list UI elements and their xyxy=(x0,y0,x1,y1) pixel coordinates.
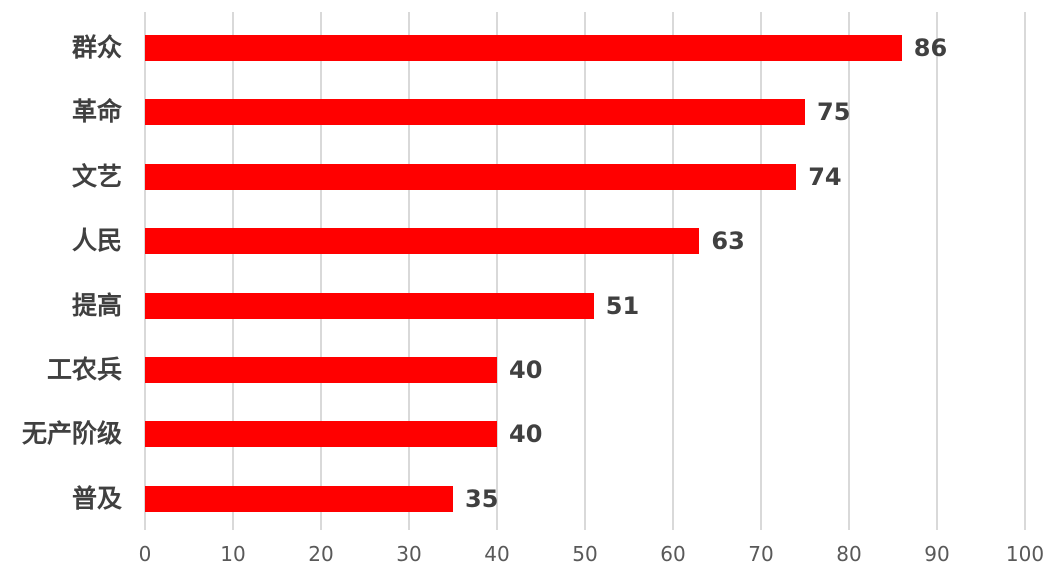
gridline-x-80 xyxy=(848,12,850,530)
bar-value-label: 40 xyxy=(509,420,543,449)
x-tick-label: 20 xyxy=(308,542,334,566)
bar-value-label: 86 xyxy=(913,34,948,62)
bar-3 xyxy=(145,228,700,255)
bar-4 xyxy=(145,292,594,319)
bar-6 xyxy=(145,421,497,448)
category-label: 人民 xyxy=(71,226,122,256)
x-tick-label: 100 xyxy=(1005,542,1045,566)
x-tick-label: 70 xyxy=(748,542,774,566)
x-tick-label: 80 xyxy=(836,542,862,566)
category-label: 工农兵 xyxy=(46,355,122,384)
bar-7 xyxy=(145,485,453,512)
x-tick-label: 0 xyxy=(138,542,152,566)
bar-value-label: 74 xyxy=(808,162,842,191)
x-tick-label: 90 xyxy=(924,542,950,566)
gridline-x-50 xyxy=(584,12,586,530)
bar-2 xyxy=(145,163,797,190)
bar-0 xyxy=(145,35,902,61)
bar-value-label: 40 xyxy=(509,356,543,384)
bar-value-label: 63 xyxy=(711,227,745,256)
x-tick-label: 40 xyxy=(484,542,510,566)
x-tick-label: 10 xyxy=(220,542,246,566)
gridline-x-30 xyxy=(408,12,410,530)
category-label: 群众 xyxy=(71,33,122,62)
gridline-x-0 xyxy=(144,12,146,530)
bar-1 xyxy=(145,99,805,126)
bar-5 xyxy=(145,357,497,383)
gridline-x-10 xyxy=(232,12,234,530)
gridline-x-90 xyxy=(936,12,938,530)
category-label: 无产阶级 xyxy=(21,419,122,449)
category-label: 文艺 xyxy=(71,161,122,191)
category-label: 普及 xyxy=(71,483,122,513)
gridline-x-100 xyxy=(1024,12,1026,530)
gridline-x-40 xyxy=(496,12,498,530)
x-tick-label: 30 xyxy=(396,542,422,566)
category-label: 提高 xyxy=(71,290,122,320)
bar-value-label: 35 xyxy=(465,484,499,513)
bar-value-label: 75 xyxy=(817,98,851,127)
category-label: 革命 xyxy=(71,97,122,127)
gridline-x-20 xyxy=(320,12,322,530)
gridline-x-60 xyxy=(672,12,674,530)
bar-value-label: 51 xyxy=(605,291,640,320)
x-tick-label: 50 xyxy=(572,542,598,566)
plot-area: 86 75 74 63 51 40 40 35 xyxy=(144,12,1026,530)
x-tick-label: 60 xyxy=(660,542,686,566)
gridline-x-70 xyxy=(760,12,762,530)
